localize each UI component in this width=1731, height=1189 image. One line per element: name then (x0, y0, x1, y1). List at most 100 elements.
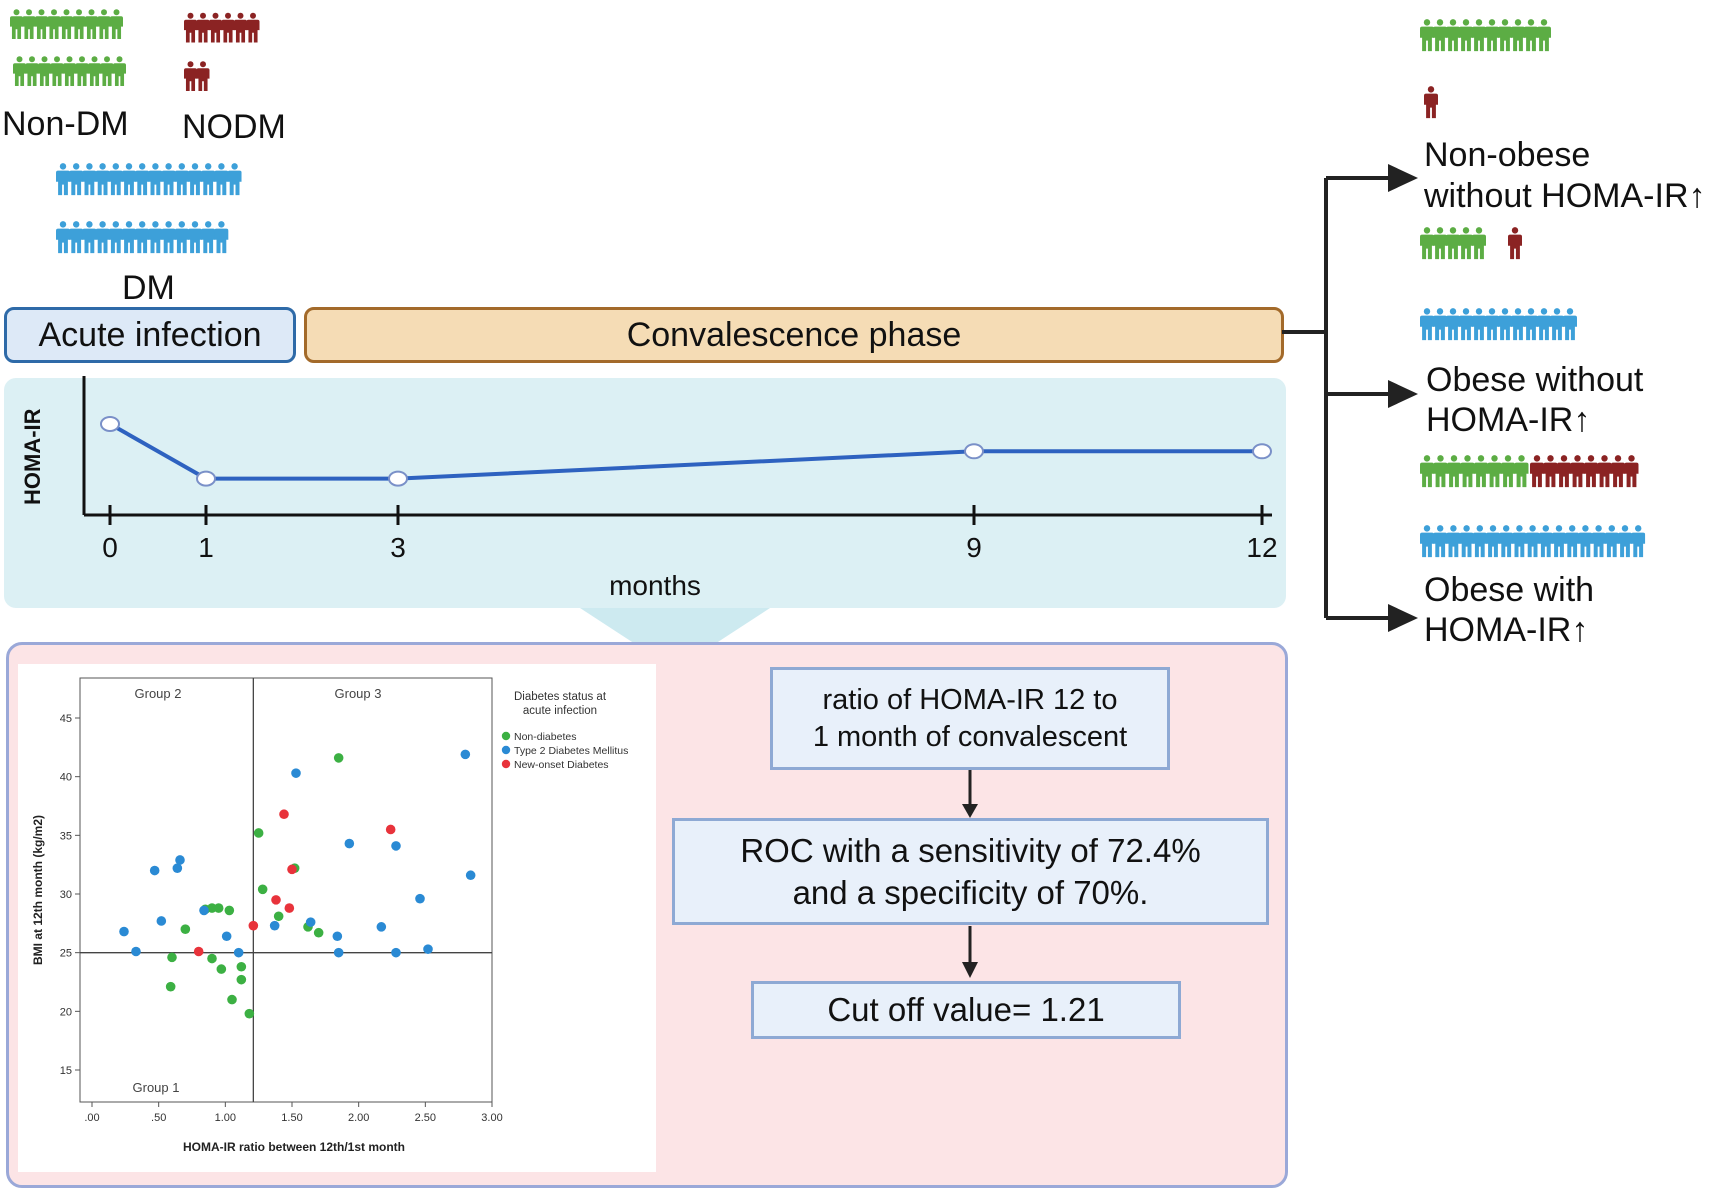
scatter-data-point (156, 916, 167, 926)
scatter-data-point (253, 828, 264, 838)
scatter-data-point (248, 920, 259, 931)
dm-people-icon (56, 163, 242, 254)
scatter-data-point (376, 922, 387, 932)
person-icon (72, 9, 86, 39)
person-icon (1474, 455, 1488, 488)
convalescence-phase-box: Convalescence phase (304, 307, 1284, 363)
nodm-people-icon (184, 12, 260, 91)
person-icon (135, 221, 150, 254)
homa-data-point (388, 470, 408, 487)
homa-ratio-line1: ratio of HOMA-IR 12 to (822, 684, 1118, 717)
person-icon (110, 9, 123, 39)
person-icon (1420, 227, 1434, 260)
scatter-x-tick-label: 2.50 (415, 1112, 436, 1124)
person-icon (1485, 308, 1499, 341)
person-icon (1487, 455, 1502, 488)
person-icon (1514, 455, 1529, 488)
scatter-y-tick-label: 15 (60, 1065, 72, 1077)
scatter-data-point (269, 920, 280, 931)
person-icon (135, 163, 150, 196)
person-icon (196, 12, 210, 43)
person-icon (1611, 455, 1625, 488)
person-icon (1420, 455, 1434, 488)
scatter-data-point (244, 1008, 255, 1019)
person-icon (1433, 227, 1447, 260)
person-icon (82, 221, 97, 254)
person-icon (47, 9, 61, 39)
person-icon (1530, 455, 1544, 488)
person-icon (100, 56, 114, 86)
person-icon (1459, 308, 1473, 341)
scatter-data-point (236, 974, 247, 985)
scatter-data-point (216, 964, 227, 974)
person-icon (95, 163, 110, 196)
scatter-data-point (271, 895, 281, 905)
scatter-data-point (119, 926, 129, 937)
person-icon (1501, 455, 1515, 488)
person-icon (1459, 19, 1473, 52)
outcome2-people-icon (1420, 227, 1577, 341)
person-icon (50, 56, 64, 86)
person-icon (188, 221, 202, 254)
person-icon (1420, 525, 1434, 558)
homa-ratio-box: ratio of HOMA-IR 12 to 1 month of conval… (770, 667, 1170, 770)
scatter-data-point (207, 953, 217, 964)
person-icon (1460, 455, 1475, 488)
person-icon (184, 12, 197, 43)
roc-line1: ROC with a sensitivity of 72.4% (740, 832, 1201, 870)
scatter-data-point (313, 927, 324, 938)
person-icon (1624, 455, 1639, 488)
homa-x-axis-label: months (609, 570, 701, 601)
scatter-legend-marker (501, 745, 511, 755)
scatter-y-tick-label: 40 (60, 772, 72, 784)
person-icon (35, 9, 48, 39)
scatter-data-point (305, 917, 316, 927)
person-icon (214, 221, 229, 254)
person-icon (1424, 86, 1438, 119)
person-icon (1433, 19, 1447, 52)
person-icon (161, 163, 176, 196)
person-icon (174, 163, 189, 196)
person-icon (95, 221, 110, 254)
homa-data-point (1252, 443, 1272, 460)
person-icon (113, 56, 126, 86)
person-icon (196, 61, 210, 91)
person-icon (1631, 525, 1646, 558)
scatter-data-point (460, 749, 471, 760)
scatter-data-point (213, 903, 224, 913)
person-icon (1433, 308, 1447, 341)
person-icon (38, 56, 51, 86)
scatter-x-axis-label: HOMA-IR ratio between 12th/1st month (183, 1140, 405, 1154)
person-icon (108, 163, 123, 196)
scatter-data-point (199, 905, 209, 916)
scatter-data-point (233, 947, 244, 958)
person-icon (1565, 525, 1580, 558)
outcome1-line2: without HOMA-IR↑ (1424, 177, 1706, 215)
scatter-data-point (287, 864, 297, 875)
person-icon (1472, 19, 1486, 52)
nodm-label: NODM (182, 108, 286, 146)
person-icon (1472, 308, 1486, 341)
person-icon (1508, 227, 1522, 260)
person-icon (1420, 308, 1434, 341)
scatter-legend-marker (501, 731, 511, 741)
person-icon (209, 12, 222, 43)
acute-infection-box: Acute infection (4, 307, 296, 363)
person-icon (1486, 525, 1500, 558)
scatter-data-point (391, 841, 401, 851)
scatter-data-point (333, 753, 344, 763)
homa-x-tick-label: 9 (966, 532, 982, 563)
person-icon (174, 221, 189, 254)
person-icon (1472, 227, 1486, 260)
person-icon (1485, 19, 1499, 52)
scatter-data-point (165, 981, 176, 992)
person-icon (1511, 19, 1525, 52)
scatter-x-tick-label: .00 (84, 1112, 99, 1124)
person-icon (1498, 19, 1512, 52)
scatter-x-tick-label: 2.00 (348, 1112, 369, 1124)
outcome1-people-icon (1420, 19, 1551, 119)
scatter-data-point (257, 884, 268, 895)
person-icon (1446, 308, 1460, 341)
person-icon (246, 12, 260, 43)
person-icon (201, 221, 216, 254)
